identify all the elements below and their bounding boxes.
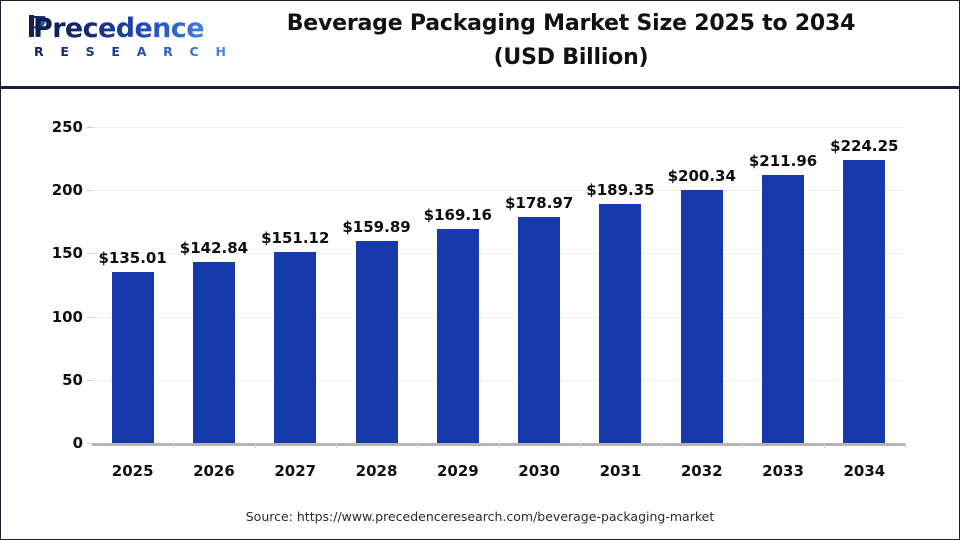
x-axis-tick-label-2026: 2026 (193, 462, 235, 480)
logo-subtitle: R E S E A R C H (34, 44, 233, 59)
bar-2027[interactable] (274, 251, 317, 443)
leaf-mark-icon (29, 15, 46, 37)
x-axis-tick-label-2033: 2033 (762, 462, 804, 480)
bar-2034[interactable] (843, 159, 886, 443)
bar-2028[interactable] (355, 240, 398, 443)
logo-wordmark: Precedence (33, 13, 205, 44)
y-axis-tick-mark (87, 127, 93, 128)
page-title-line-2: (USD Billion) (493, 45, 649, 70)
y-axis-tick-label: 250 (51, 118, 83, 136)
bar-value-label-2029: $169.16 (423, 206, 492, 225)
x-axis-tick-label-2032: 2032 (680, 462, 723, 480)
page-title: Beverage Packaging Market Size 2025 to 2… (191, 7, 951, 75)
x-axis-tick-label-2034: 2034 (843, 462, 886, 480)
x-axis-tick-label-2027: 2027 (274, 462, 317, 480)
x-axis-tick-label-2028: 2028 (355, 462, 398, 480)
y-axis-tick-label: 100 (51, 307, 83, 326)
y-axis-tick: 0 (31, 434, 83, 452)
x-axis-tick-mark (173, 443, 174, 448)
bar-value-label-2032: $200.34 (667, 166, 736, 185)
y-axis-tick-label: 50 (62, 370, 83, 389)
x-axis-tick-mark (742, 443, 743, 448)
x-axis-line (92, 443, 905, 446)
bar-value-label-2033: $211.96 (748, 152, 818, 171)
y-axis-tick-label: 0 (72, 434, 83, 452)
bar-2033[interactable] (762, 175, 805, 443)
y-axis-tick-mark (87, 379, 93, 381)
y-axis-tick-mark (87, 316, 93, 318)
bar-value-label-2025: $135.01 (98, 249, 167, 268)
bar-value-label-2027: $151.12 (261, 228, 330, 247)
x-axis-tick-mark (905, 443, 906, 448)
x-axis-tick-mark (336, 443, 337, 448)
bar-2029[interactable] (436, 229, 479, 443)
x-axis-tick-label-2031: 2031 (599, 462, 642, 480)
bar-value-label-2031: $189.35 (586, 180, 655, 199)
chart-header: Precedence R E S E A R C H Beverage Pack… (1, 1, 959, 89)
x-axis-tick-mark (824, 443, 825, 448)
bar-2031[interactable] (599, 203, 642, 443)
y-axis-tick-mark (87, 443, 93, 444)
y-axis-tick: 100 (31, 308, 83, 326)
y-axis-tick: 250 (31, 118, 83, 136)
x-axis-tick-mark (661, 443, 662, 448)
bar-value-label-2028: $159.89 (342, 217, 411, 236)
y-axis-tick-mark (87, 190, 93, 192)
bar-2030[interactable] (518, 216, 561, 443)
bar-value-label-2030: $178.97 (504, 193, 574, 212)
header-divider (1, 86, 959, 89)
bar-2032[interactable] (680, 189, 723, 443)
precedence-research-logo: Precedence R E S E A R C H (21, 11, 226, 65)
gridline (92, 190, 905, 192)
bar-2026[interactable] (192, 262, 235, 443)
source-note: Source: https://www.precedenceresearch.c… (245, 509, 715, 524)
y-axis-tick-label: 200 (51, 181, 83, 200)
gridline (92, 379, 905, 381)
x-axis-tick-mark (255, 443, 256, 448)
x-axis-tick-mark (580, 443, 581, 448)
gridline (92, 127, 905, 128)
gridline (92, 253, 905, 255)
bar-2025[interactable] (111, 272, 154, 443)
bar-chart-plot-area: 0 50 100 150 200 250 $135.01 2025 $142.84 2026 $15… (1, 87, 959, 539)
y-axis-tick: 50 (31, 371, 83, 389)
bar-value-label-2026: $142.84 (179, 239, 249, 258)
bar-value-label-2034: $224.25 (830, 136, 899, 155)
y-axis-tick: 200 (31, 181, 83, 199)
page-title-line-1: Beverage Packaging Market Size 2025 to 2… (286, 11, 856, 36)
x-axis-tick-mark (417, 443, 418, 448)
x-axis-tick-label-2029: 2029 (436, 462, 479, 480)
y-axis-tick-mark (87, 253, 93, 255)
gridline (92, 316, 905, 318)
y-axis-tick-label: 150 (51, 244, 83, 263)
x-axis-tick-label-2025: 2025 (111, 462, 154, 480)
y-axis-tick: 150 (31, 244, 83, 262)
x-axis-tick-label-2030: 2030 (518, 462, 561, 480)
x-axis-tick-mark (499, 443, 500, 448)
